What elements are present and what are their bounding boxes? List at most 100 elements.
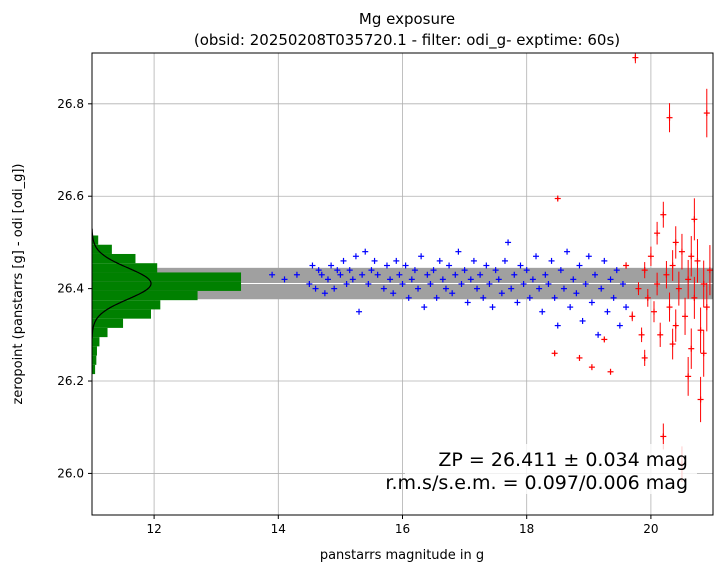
used-point bbox=[309, 262, 316, 269]
rejected-point bbox=[691, 198, 698, 241]
used-point bbox=[610, 294, 617, 301]
histogram-bar bbox=[92, 263, 158, 273]
rejected-point bbox=[672, 226, 679, 259]
used-point bbox=[436, 257, 443, 264]
rejected-point bbox=[700, 329, 707, 377]
y-tick-label: 26.4 bbox=[57, 282, 84, 296]
used-point bbox=[455, 248, 462, 255]
used-point bbox=[604, 308, 611, 315]
rejected-point bbox=[666, 292, 673, 322]
used-point bbox=[402, 262, 409, 269]
rejected-point bbox=[678, 233, 685, 270]
used-point bbox=[399, 281, 406, 287]
used-point bbox=[480, 294, 487, 301]
rejected-point bbox=[641, 349, 648, 367]
used-point bbox=[495, 276, 502, 283]
used-point bbox=[368, 267, 375, 274]
y-axis-label: zeropoint (panstarrs [g] - odi [odi_g]) bbox=[11, 164, 26, 405]
used-point bbox=[424, 271, 431, 278]
used-point bbox=[508, 285, 515, 292]
used-point bbox=[613, 267, 620, 274]
rejected-point bbox=[644, 288, 651, 307]
chart-title: Mg exposure bbox=[359, 10, 455, 28]
used-point bbox=[585, 253, 592, 260]
histogram-bar bbox=[92, 281, 242, 291]
rejected-point bbox=[685, 356, 692, 396]
used-point bbox=[390, 290, 397, 297]
used-point bbox=[328, 262, 335, 269]
used-point bbox=[362, 248, 369, 255]
used-point bbox=[411, 267, 418, 274]
used-point bbox=[380, 285, 387, 292]
rejected-point bbox=[638, 327, 645, 343]
used-point bbox=[520, 281, 527, 287]
used-point bbox=[461, 267, 468, 274]
used-point bbox=[492, 267, 499, 274]
used-point bbox=[498, 290, 505, 297]
used-point bbox=[579, 317, 586, 324]
used-point bbox=[616, 322, 623, 329]
rejected-point bbox=[654, 272, 661, 296]
used-point bbox=[430, 267, 437, 274]
histogram-bar bbox=[92, 235, 99, 245]
histogram-bar bbox=[92, 309, 151, 319]
rejected-point bbox=[588, 364, 595, 371]
used-point bbox=[511, 271, 518, 278]
rejected-point bbox=[685, 259, 692, 299]
used-point bbox=[318, 271, 325, 278]
used-point bbox=[474, 285, 481, 292]
used-point bbox=[365, 281, 372, 287]
used-point bbox=[393, 257, 400, 264]
chart-subtitle: (obsid: 20250208T035720.1 - filter: odi_… bbox=[194, 31, 620, 50]
used-point bbox=[548, 257, 555, 264]
used-point bbox=[349, 276, 356, 283]
used-point bbox=[312, 285, 319, 292]
used-point bbox=[396, 271, 403, 278]
used-point bbox=[427, 281, 434, 287]
used-point bbox=[359, 271, 366, 278]
rejected-point bbox=[703, 88, 710, 138]
used-point bbox=[539, 308, 546, 315]
used-point bbox=[529, 276, 536, 283]
used-points-layer bbox=[269, 239, 630, 338]
used-point bbox=[607, 276, 614, 283]
rejected-point bbox=[700, 260, 707, 308]
used-point bbox=[405, 294, 412, 301]
used-point bbox=[343, 281, 350, 287]
used-point bbox=[421, 304, 428, 311]
histogram-bar bbox=[92, 300, 161, 310]
rejected-point bbox=[688, 328, 695, 369]
used-point bbox=[570, 276, 577, 283]
used-point bbox=[560, 285, 567, 292]
x-axis-label: panstarrs magnitude in g bbox=[320, 548, 484, 563]
rms-annotation: r.m.s/s.e.m. = 0.097/0.006 mag bbox=[385, 472, 688, 494]
rejected-point bbox=[675, 271, 682, 306]
used-point bbox=[374, 271, 381, 278]
used-point bbox=[470, 257, 477, 264]
used-point bbox=[446, 262, 453, 269]
rejected-point bbox=[554, 195, 561, 202]
used-point bbox=[592, 271, 599, 278]
used-point bbox=[306, 281, 313, 287]
histogram-bar bbox=[92, 272, 242, 282]
y-tick-label: 26.0 bbox=[57, 466, 84, 480]
histogram-bar bbox=[92, 253, 136, 264]
rejected-point bbox=[697, 376, 704, 423]
histogram-bar bbox=[92, 337, 100, 347]
used-point bbox=[433, 294, 440, 301]
used-point bbox=[464, 299, 471, 306]
rejected-point bbox=[697, 307, 704, 353]
histogram-bar bbox=[92, 355, 97, 365]
used-point bbox=[293, 271, 300, 278]
rejected-point bbox=[694, 239, 701, 283]
used-point bbox=[331, 285, 338, 292]
rejected-point bbox=[682, 297, 689, 335]
used-point bbox=[557, 267, 564, 274]
used-point bbox=[623, 304, 630, 311]
used-point bbox=[573, 290, 580, 297]
y-tick-label: 26.2 bbox=[57, 374, 84, 388]
rejected-point bbox=[607, 368, 614, 375]
used-point bbox=[334, 267, 341, 274]
used-point bbox=[619, 281, 626, 287]
rejected-point bbox=[666, 103, 673, 133]
